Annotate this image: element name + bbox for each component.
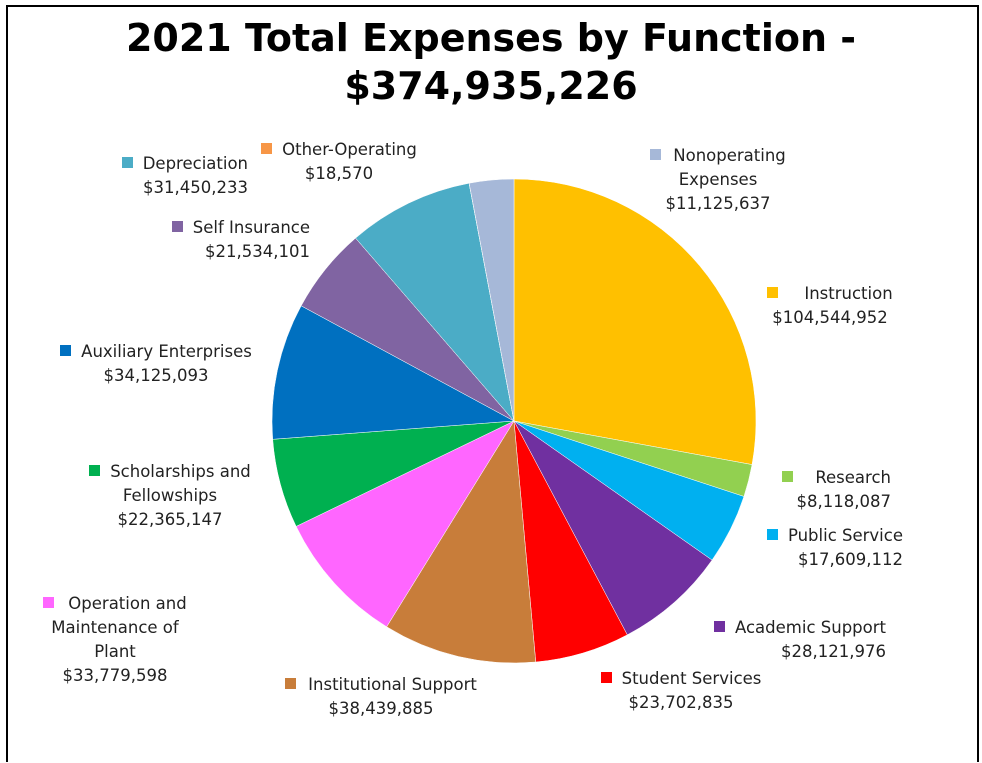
chart-title-total: $374,935,226 bbox=[344, 64, 638, 108]
pie-slice-operation-and-maintenance-of-plant bbox=[295, 420, 515, 628]
legend-swatch bbox=[767, 287, 779, 298]
legend-swatch bbox=[766, 529, 778, 540]
chart-title-line: 2021 Total Expenses by Function - bbox=[125, 16, 856, 60]
pie-slice-auxiliary-enterprises bbox=[271, 305, 515, 440]
legend-swatch bbox=[121, 157, 133, 168]
label-public-service: Public Service $17,609,112 bbox=[760, 524, 903, 572]
legend-swatch bbox=[261, 143, 273, 154]
legend-swatch bbox=[89, 465, 101, 476]
pie-slice-academic-support bbox=[513, 420, 713, 636]
pie-slice-institutional-support bbox=[386, 420, 537, 664]
label-depreciation: Depreciation $31,450,233 bbox=[106, 152, 248, 200]
label-scholarships: Scholarships and Fellowships $22,365,147 bbox=[74, 460, 266, 532]
label-self-insurance: Self Insurance $21,534,101 bbox=[150, 216, 310, 264]
chart-title: 2021 Total Expenses by Function - $374,9… bbox=[0, 14, 982, 110]
chart-frame bbox=[6, 5, 979, 762]
legend-swatch bbox=[713, 621, 725, 632]
legend-swatch bbox=[171, 221, 183, 232]
label-operation-maintenance: Operation and Maintenance of Plant $33,7… bbox=[30, 592, 200, 688]
label-instruction: Instruction $104,544,952 bbox=[750, 282, 910, 330]
pie-slice-depreciation bbox=[355, 182, 515, 422]
legend-swatch bbox=[650, 149, 662, 160]
label-research: Research $8,118,087 bbox=[778, 466, 891, 514]
legend-swatch bbox=[60, 345, 72, 356]
label-institutional-support: Institutional Support $38,439,885 bbox=[274, 673, 488, 721]
legend-swatch bbox=[285, 678, 297, 689]
pie-slice-nonoperating-expenses bbox=[468, 178, 515, 422]
label-other-operating: Other-Operating $18,570 bbox=[246, 138, 432, 186]
label-academic-support: Academic Support $28,121,976 bbox=[698, 616, 886, 664]
legend-swatch bbox=[600, 672, 612, 683]
legend-swatch bbox=[43, 597, 55, 608]
label-auxiliary-enterprises: Auxiliary Enterprises $34,125,093 bbox=[50, 340, 262, 388]
pie-slice-instruction bbox=[513, 178, 757, 465]
legend-swatch bbox=[782, 471, 794, 482]
label-nonoperating-expenses: Nonoperating Expenses $11,125,637 bbox=[638, 144, 798, 216]
label-student-services: Student Services $23,702,835 bbox=[594, 667, 768, 715]
